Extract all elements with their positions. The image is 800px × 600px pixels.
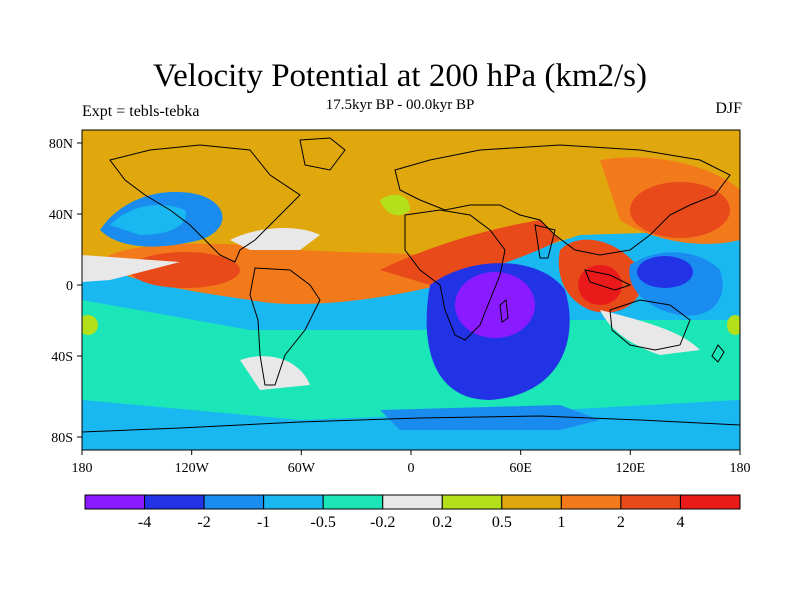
tick-marks <box>77 142 741 455</box>
colorbar-swatch <box>501 494 562 510</box>
field-yellowgreen-1 <box>380 194 410 216</box>
field-wpac-core <box>637 256 693 288</box>
lat-tick-labels: 80N 40N 0 40S 80S <box>49 137 73 446</box>
colorbar-label: 4 <box>676 514 684 531</box>
colorbar-swatch <box>620 494 681 510</box>
contour-fill-layer <box>82 130 740 450</box>
colorbar-swatch <box>203 494 265 510</box>
plot-title: Velocity Potential at 200 hPa (km2/s) <box>152 58 648 94</box>
colorbar-swatch <box>84 494 146 510</box>
colorbar-label: 0.5 <box>492 514 512 531</box>
lat-tick-label: 40N <box>49 208 73 223</box>
field-asia-band <box>380 220 560 285</box>
colorbar-label: -2 <box>197 514 210 531</box>
field-indian-core <box>455 272 535 338</box>
lon-tick-labels: 180 120W 60W 0 60E 120E 180 <box>72 461 751 476</box>
field-neutral-4 <box>240 356 310 390</box>
lat-tick-label: 40S <box>51 350 73 365</box>
lon-tick-label: 180 <box>72 461 93 476</box>
colorbar-label: 1 <box>557 514 565 531</box>
colorbar-labels: -4 -2 -1 -0.5 -0.2 0.2 0.5 1 2 4 <box>138 514 685 531</box>
lat-tick-label: 0 <box>66 279 73 294</box>
colorbar-label: -0.2 <box>370 514 395 531</box>
field-so-blue <box>380 405 600 430</box>
field-yellowgreen-2 <box>82 315 98 335</box>
lon-tick-label: 0 <box>408 461 415 476</box>
lon-tick-label: 120E <box>616 461 646 476</box>
field-namer-cyan <box>110 205 186 235</box>
lon-tick-label: 60E <box>509 461 532 476</box>
colorbar-swatch <box>560 494 622 510</box>
lat-tick-label: 80N <box>49 137 73 152</box>
field-yellowgreen-3 <box>727 315 740 335</box>
season-label: DJF <box>715 100 742 117</box>
colorbar-swatch <box>441 494 503 510</box>
colorbar-label: -1 <box>257 514 270 531</box>
lon-tick-label: 60W <box>288 461 316 476</box>
colorbar-swatch <box>263 494 324 510</box>
colorbar-swatch <box>144 494 205 510</box>
colorbar <box>84 494 741 510</box>
colorbar-label: 2 <box>617 514 625 531</box>
colorbar-label: -0.5 <box>311 514 336 531</box>
lon-tick-label: 120W <box>175 461 210 476</box>
colorbar-label: 0.2 <box>432 514 452 531</box>
colorbar-swatch <box>322 494 384 510</box>
colorbar-label: -4 <box>138 514 151 531</box>
experiment-label: Expt = tebls-tebka <box>82 103 200 120</box>
field-neutral-2 <box>230 228 320 250</box>
colorbar-swatch <box>679 494 741 510</box>
lat-tick-label: 80S <box>51 431 73 446</box>
field-neutral-1 <box>82 255 180 282</box>
field-teal-band <box>82 300 740 420</box>
lon-tick-label: 180 <box>730 461 751 476</box>
colorbar-swatch <box>382 494 443 510</box>
coastlines <box>82 137 740 433</box>
plot-subtitle: 17.5kyr BP - 00.0kyr BP <box>325 97 475 113</box>
field-neutral-3 <box>600 310 700 355</box>
